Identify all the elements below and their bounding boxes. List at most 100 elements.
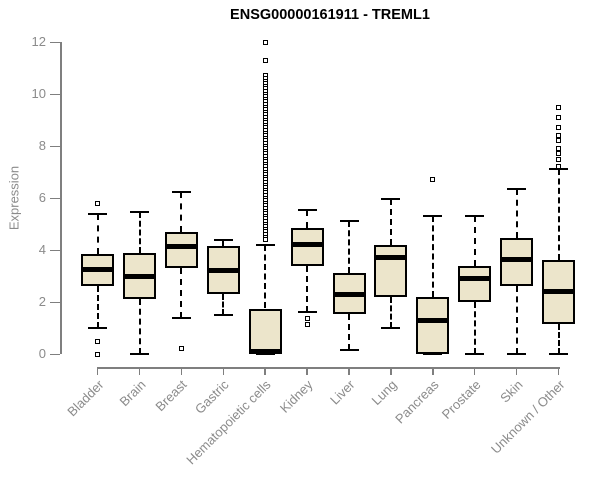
x-axis-tick	[306, 367, 308, 375]
whisker-lower	[180, 268, 183, 318]
x-axis-tick	[473, 367, 476, 375]
outlier-point	[556, 133, 561, 139]
whisker-upper	[473, 216, 476, 266]
x-axis-tick	[515, 367, 518, 375]
outlier-point	[430, 177, 436, 183]
whisker-lower	[515, 286, 518, 354]
whisker-upper	[389, 199, 392, 245]
whisker-lower	[138, 299, 141, 354]
outlier-point	[556, 146, 561, 152]
whisker-cap-lower	[507, 353, 527, 355]
x-axis-tick	[222, 367, 225, 375]
x-axis-tick	[180, 367, 183, 375]
outlier-point	[304, 316, 310, 322]
whisker-cap-upper	[297, 208, 317, 211]
outlier-point	[556, 156, 561, 162]
whisker-cap-upper	[381, 198, 401, 201]
whisker-cap-upper	[465, 215, 485, 218]
median-line	[81, 267, 115, 272]
whisker-upper	[222, 239, 225, 247]
median-line	[123, 273, 156, 279]
y-axis-tick-label: 8	[38, 138, 46, 153]
median-line	[458, 276, 492, 282]
whisker-cap-upper	[255, 243, 275, 246]
x-axis-tick	[264, 367, 266, 375]
x-axis-tick	[390, 367, 392, 375]
median-line	[374, 255, 408, 261]
whisker-lower	[96, 286, 99, 328]
whisker-cap-lower	[171, 316, 191, 319]
x-axis-category-label: Unknown / Other	[487, 377, 568, 457]
median-line	[206, 268, 240, 274]
x-axis-tick	[432, 367, 434, 375]
outlier-point	[262, 57, 268, 63]
whisker-cap-upper	[339, 220, 359, 223]
whisker-upper	[515, 188, 518, 239]
x-axis-tick	[138, 367, 141, 375]
y-axis-tick-label: 12	[31, 34, 46, 49]
median-line	[248, 348, 282, 354]
whisker-upper	[557, 169, 560, 261]
whisker-cap-lower	[465, 353, 485, 355]
whisker-lower	[557, 324, 560, 354]
y-axis-tick-label: 4	[38, 242, 46, 257]
y-axis-line	[60, 42, 62, 354]
outlier-point	[178, 346, 184, 352]
whisker-upper	[96, 213, 99, 254]
chart-title: ENSG00000161911 - TREML1	[230, 7, 430, 23]
x-axis-tick	[96, 367, 99, 375]
whisker-cap-upper	[507, 187, 527, 190]
y-axis-tick	[50, 145, 60, 147]
whisker-lower	[473, 302, 476, 354]
outlier-point	[556, 164, 561, 170]
whisker-lower	[348, 313, 350, 351]
outlier-point	[262, 39, 268, 45]
y-axis-tick	[50, 41, 60, 43]
whisker-cap-lower	[88, 327, 108, 329]
iqr-box	[458, 265, 492, 302]
whisker-lower	[389, 296, 392, 328]
y-axis-tick	[50, 249, 60, 251]
median-line	[542, 289, 575, 295]
whisker-cap-upper	[88, 212, 108, 215]
whisker-lower	[222, 294, 225, 315]
median-line	[500, 256, 534, 262]
outlier-point	[556, 151, 561, 157]
whisker-cap-lower	[423, 353, 443, 355]
whisker-upper	[431, 216, 434, 297]
x-axis-tick	[557, 367, 560, 375]
whisker-cap-lower	[381, 327, 401, 329]
iqr-box	[500, 238, 534, 287]
whisker-upper	[264, 244, 267, 309]
whisker-cap-upper	[423, 215, 443, 218]
y-axis-tick	[50, 197, 60, 199]
whisker-cap-lower	[255, 353, 275, 355]
outlier-point	[304, 321, 310, 327]
whisker-upper	[180, 191, 183, 232]
whisker-cap-upper	[171, 190, 191, 193]
y-axis-tick	[50, 93, 60, 95]
whisker-cap-lower	[130, 353, 149, 355]
whisker-cap-lower	[339, 349, 359, 352]
y-axis-tick-label: 10	[31, 86, 46, 101]
outlier-point	[556, 114, 561, 120]
outlier-point	[262, 237, 268, 243]
median-line	[290, 242, 324, 248]
outlier-point	[95, 338, 101, 344]
whisker-lower	[306, 265, 309, 313]
outlier-point	[95, 200, 101, 206]
y-axis-tick-label: 2	[38, 294, 46, 309]
iqr-box	[164, 231, 198, 269]
whisker-upper	[306, 209, 309, 228]
whisker-cap-lower	[549, 353, 568, 355]
whisker-cap-upper	[213, 238, 233, 241]
y-axis-tick-label: 6	[38, 190, 46, 205]
whisker-upper	[138, 212, 141, 253]
y-axis-tick	[50, 353, 60, 355]
whisker-cap-lower	[213, 314, 233, 316]
x-axis-line	[97, 367, 560, 369]
whisker-cap-upper	[130, 211, 149, 214]
outlier-point	[556, 104, 561, 110]
outlier-point	[556, 125, 561, 131]
